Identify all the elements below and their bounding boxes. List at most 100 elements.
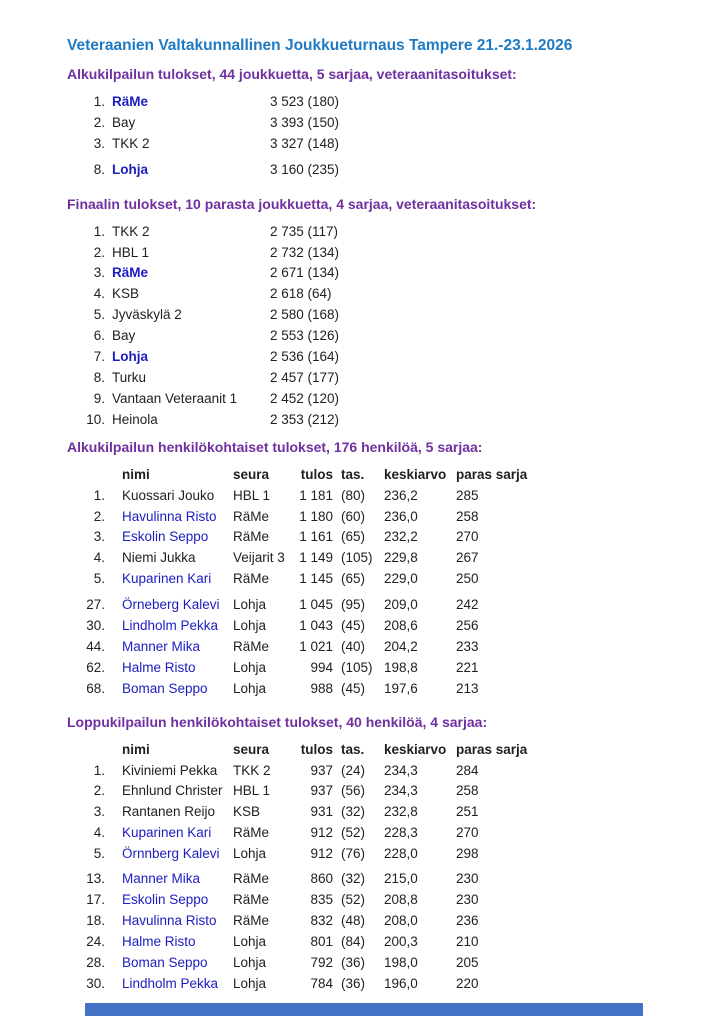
player-handicap: (52) (341, 892, 366, 907)
rank-number: 5. (93, 571, 105, 587)
rank-number: 3. (93, 265, 105, 281)
rank-number: 13. (86, 871, 105, 887)
team-name: Lohja (112, 161, 148, 177)
rank-number: 9. (93, 390, 105, 406)
player-club: TKK 2 (233, 762, 271, 778)
team-name: RäMe (112, 94, 149, 109)
player-best-game: 242 (456, 597, 479, 613)
team-name: Jyväskylä 2 (112, 307, 182, 323)
player-average: 204,2 (384, 638, 418, 654)
player-name: Kuparinen Kari (122, 825, 212, 841)
player-score: 1 181 (299, 487, 333, 503)
player-row: 1. Kuossari Jouko HBL 1 1 181 (80) 236,2 285 (67, 486, 694, 507)
player-row: 17. Eskolin Seppo RäMe 835 (52) 208,8 230 (67, 890, 694, 911)
rank-number: 7. (93, 349, 105, 365)
column-header-tulos: tulos (300, 466, 333, 482)
team-score: 2 457 (177) (270, 369, 340, 385)
team-name: Bay (112, 114, 136, 130)
team-score: 3 327 (148) (270, 135, 340, 151)
player-average: 234,3 (384, 783, 418, 799)
rank-number: 30. (86, 975, 105, 991)
player-row: 18. Havulinna Risto RäMe 832 (48) 208,0 236 (67, 911, 694, 932)
team-row: 3. TKK 2 3 327 (148) (67, 134, 694, 155)
player-row: 68. Boman Seppo Lohja 988 (45) 197,6 213 (67, 679, 694, 700)
player-average: 228,3 (384, 825, 418, 841)
player-best-game: 251 (456, 804, 479, 820)
player-handicap: (48) (341, 912, 366, 928)
player-handicap: (65) (341, 529, 366, 545)
player-name: Lindholm Pekka (122, 618, 219, 634)
player-score: 1 161 (299, 529, 333, 545)
individual-table-loppukilpailu: nimi seura tulos tas. keskiarvo paras sarja 1… (67, 740, 694, 995)
team-score: 2 735 (117) (270, 223, 339, 239)
table-header-row: nimi seura tulos tas. keskiarvo paras sarja (67, 740, 694, 761)
player-row: 28. Boman Seppo Lohja 792 (36) 198,0 205 (67, 953, 694, 974)
page-bottom-blue-bar (85, 1003, 643, 1016)
rank-number: 8. (93, 161, 105, 177)
player-name: Kuossari Jouko (122, 487, 215, 503)
player-score: 1 149 (299, 550, 333, 566)
player-row: 44. Manner Mika RäMe 1 021 (40) 204,2 233 (67, 637, 694, 658)
player-club: RäMe (233, 638, 270, 654)
rank-number: 3. (93, 804, 105, 820)
player-average: 232,2 (384, 529, 418, 545)
player-score: 1 021 (299, 638, 333, 654)
team-row: 8. Lohja 3 160 (235) (67, 160, 694, 181)
player-score: 931 (310, 804, 333, 820)
team-name: KSB (112, 286, 140, 302)
player-score: 994 (310, 659, 333, 675)
player-name: Örneberg Kalevi (122, 597, 220, 613)
player-row: 4. Kuparinen Kari RäMe 912 (52) 228,3 270 (67, 823, 694, 844)
rank-number: 68. (86, 680, 105, 696)
team-score: 2 353 (212) (270, 411, 340, 427)
header-spacer (67, 740, 105, 761)
team-name: Vantaan Veteraanit 1 (112, 390, 238, 406)
player-handicap: (32) (341, 871, 366, 887)
player-handicap: (45) (341, 680, 366, 696)
document-content: Veteraanien Valtakunnallinen Joukkueturn… (67, 37, 694, 995)
team-name: HBL 1 (112, 244, 150, 260)
player-handicap: (65) (341, 571, 366, 587)
player-score: 912 (310, 846, 333, 862)
rank-number: 28. (86, 954, 105, 970)
player-score: 937 (310, 762, 333, 778)
player-best-game: 284 (456, 762, 479, 778)
section-heading-alkukilpailu-teams: Alkukilpailun tulokset, 44 joukkuetta, 5… (67, 66, 517, 82)
team-row: 5. Jyväskylä 2 2 580 (168) (67, 305, 694, 326)
player-best-game: 270 (456, 825, 479, 841)
rank-number: 4. (93, 286, 105, 302)
player-best-game: 256 (456, 618, 479, 634)
player-club: HBL 1 (233, 783, 271, 799)
player-club: Lohja (233, 933, 267, 949)
column-header-keskiarvo: keskiarvo (384, 741, 447, 757)
player-average: 232,8 (384, 804, 418, 820)
player-average: 229,0 (384, 571, 418, 587)
player-club: HBL 1 (233, 487, 271, 503)
player-handicap: (24) (341, 762, 366, 778)
rank-number: 2. (93, 783, 105, 799)
player-handicap: (40) (341, 638, 366, 654)
player-handicap: (105) (341, 659, 373, 675)
column-header-seura: seura (233, 741, 270, 757)
column-header-paras-sarja: paras sarja (456, 466, 528, 482)
player-score: 801 (310, 933, 333, 949)
player-club: RäMe (233, 529, 270, 545)
rank-number: 17. (86, 892, 105, 907)
team-score: 2 618 (64) (270, 286, 332, 302)
column-header-nimi: nimi (122, 466, 150, 482)
player-row: 5. Kuparinen Kari RäMe 1 145 (65) 229,0 250 (67, 569, 694, 590)
rank-number: 4. (93, 825, 105, 841)
player-club: RäMe (233, 871, 270, 887)
player-handicap: (52) (341, 825, 366, 841)
player-club: Lohja (233, 954, 267, 970)
player-average: 200,3 (384, 933, 418, 949)
team-row: 9. Vantaan Veteraanit 1 2 452 (120) (67, 389, 694, 410)
player-name: Havulinna Risto (122, 508, 217, 524)
team-name: TKK 2 (112, 135, 150, 151)
player-average: 234,3 (384, 762, 418, 778)
player-name: Eskolin Seppo (122, 892, 209, 907)
player-best-game: 270 (456, 529, 479, 545)
player-average: 215,0 (384, 871, 418, 887)
player-best-game: 298 (456, 846, 479, 862)
